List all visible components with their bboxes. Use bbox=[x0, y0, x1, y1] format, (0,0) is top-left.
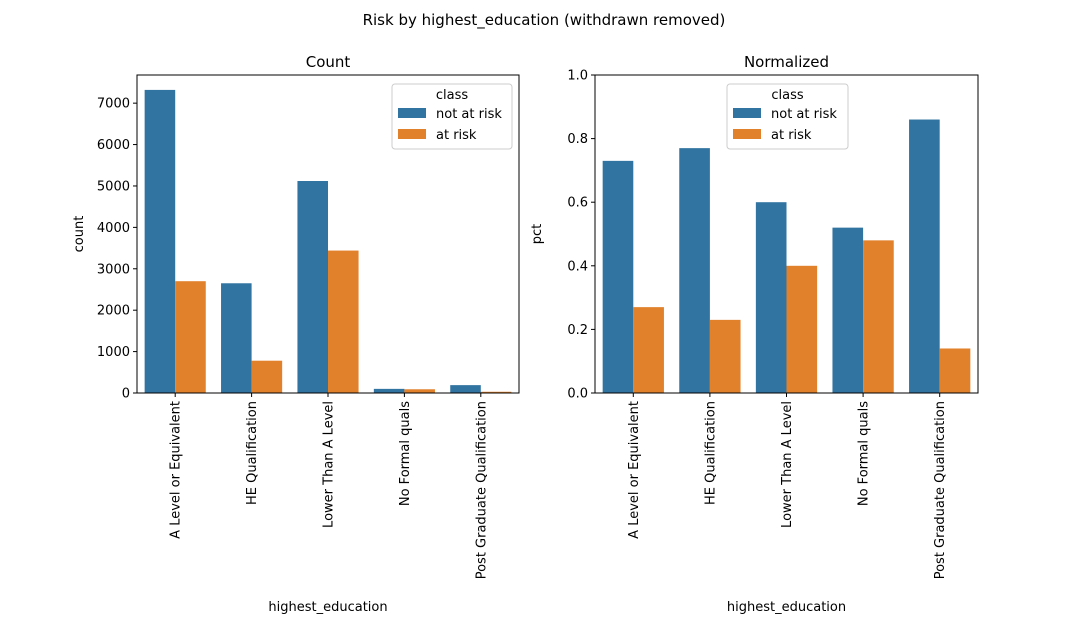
y-tick-label: 4000 bbox=[97, 221, 130, 236]
x-axis-label: highest_education bbox=[727, 600, 846, 615]
y-tick-label: 7000 bbox=[97, 97, 130, 112]
x-tick-label: Post Graduate Qualification bbox=[474, 401, 489, 579]
bar-at-risk-3 bbox=[786, 265, 818, 393]
bar-at-risk-3 bbox=[328, 250, 359, 393]
y-tick-label: 1.0 bbox=[567, 69, 588, 84]
y-tick-label: 2000 bbox=[97, 304, 130, 319]
y-tick-label: 6000 bbox=[97, 138, 130, 153]
bar-at-risk-2 bbox=[251, 360, 283, 393]
chart-panel-2: 0.0 0.2 0.4 0.6 0.8 1.0 A Level or Equivalent H… bbox=[530, 53, 979, 615]
legend-label: not at risk bbox=[771, 107, 837, 122]
legend-label: not at risk bbox=[436, 107, 502, 122]
x-tick-label: HE Qualification bbox=[245, 401, 260, 505]
bar-at-risk-1 bbox=[175, 281, 206, 393]
legend-swatch bbox=[733, 129, 761, 139]
bar-at-risk-4 bbox=[404, 389, 435, 393]
bar-not-at-risk-2 bbox=[221, 283, 252, 393]
bar-not-at-risk-4 bbox=[832, 227, 864, 393]
bar-not-at-risk-5 bbox=[450, 385, 481, 393]
legend-label: at risk bbox=[436, 128, 477, 143]
y-tick-label: 0.6 bbox=[567, 196, 588, 211]
legend-title: class bbox=[771, 88, 803, 103]
legend-swatch bbox=[398, 108, 426, 118]
bar-at-risk-5 bbox=[480, 391, 512, 393]
bar-not-at-risk-1 bbox=[602, 160, 634, 393]
bar-not-at-risk-5 bbox=[909, 119, 940, 394]
y-tick-label: 0.0 bbox=[567, 387, 588, 402]
x-tick-label: A Level or Equivalent bbox=[627, 401, 642, 539]
x-tick-label: Lower Than A Level bbox=[322, 401, 337, 528]
x-tick-label: Lower Than A Level bbox=[780, 401, 795, 528]
y-axis-label: count bbox=[72, 216, 87, 253]
y-tick-label: 0.2 bbox=[567, 323, 588, 338]
chart-panel-1: 0 1000 2000 3000 4000 5000 6000 7000 A Level or … bbox=[72, 53, 520, 615]
y-tick-label: 5000 bbox=[97, 179, 130, 194]
y-tick-label: 0 bbox=[122, 387, 130, 402]
bar-not-at-risk-4 bbox=[373, 388, 405, 393]
bar-not-at-risk-3 bbox=[755, 202, 787, 393]
y-tick-label: 1000 bbox=[97, 345, 130, 360]
x-tick-label: No Formal quals bbox=[398, 401, 413, 506]
x-tick-label: No Formal quals bbox=[857, 401, 872, 506]
bar-at-risk-5 bbox=[939, 348, 971, 393]
bar-at-risk-4 bbox=[863, 240, 894, 393]
axes-title: Normalized bbox=[744, 53, 829, 71]
x-tick-label: HE Qualification bbox=[703, 401, 718, 505]
legend-title: class bbox=[436, 88, 468, 103]
legend-swatch bbox=[398, 129, 426, 139]
axes-title: Count bbox=[306, 53, 351, 71]
bar-not-at-risk-1 bbox=[144, 89, 176, 393]
y-tick-label: 0.8 bbox=[567, 132, 588, 147]
legend-label: at risk bbox=[771, 128, 812, 143]
legend-swatch bbox=[733, 108, 761, 118]
x-tick-label: Post Graduate Qualification bbox=[933, 401, 948, 579]
y-axis-label: pct bbox=[530, 224, 545, 245]
legend: class not at risk at risk bbox=[726, 83, 849, 150]
bar-at-risk-1 bbox=[633, 307, 664, 393]
x-tick-label: A Level or Equivalent bbox=[169, 401, 184, 539]
legend: class not at risk at risk bbox=[391, 83, 513, 150]
bar-not-at-risk-2 bbox=[679, 148, 710, 393]
figure-suptitle: Risk by highest_education (withdrawn rem… bbox=[363, 11, 726, 30]
y-tick-label: 0.4 bbox=[567, 259, 588, 274]
bar-not-at-risk-3 bbox=[297, 181, 328, 393]
bar-at-risk-2 bbox=[709, 319, 741, 393]
x-axis-label: highest_education bbox=[268, 600, 387, 615]
y-tick-label: 3000 bbox=[97, 262, 130, 277]
charts-container: 0 1000 2000 3000 4000 5000 6000 7000 A Level or … bbox=[72, 53, 979, 615]
